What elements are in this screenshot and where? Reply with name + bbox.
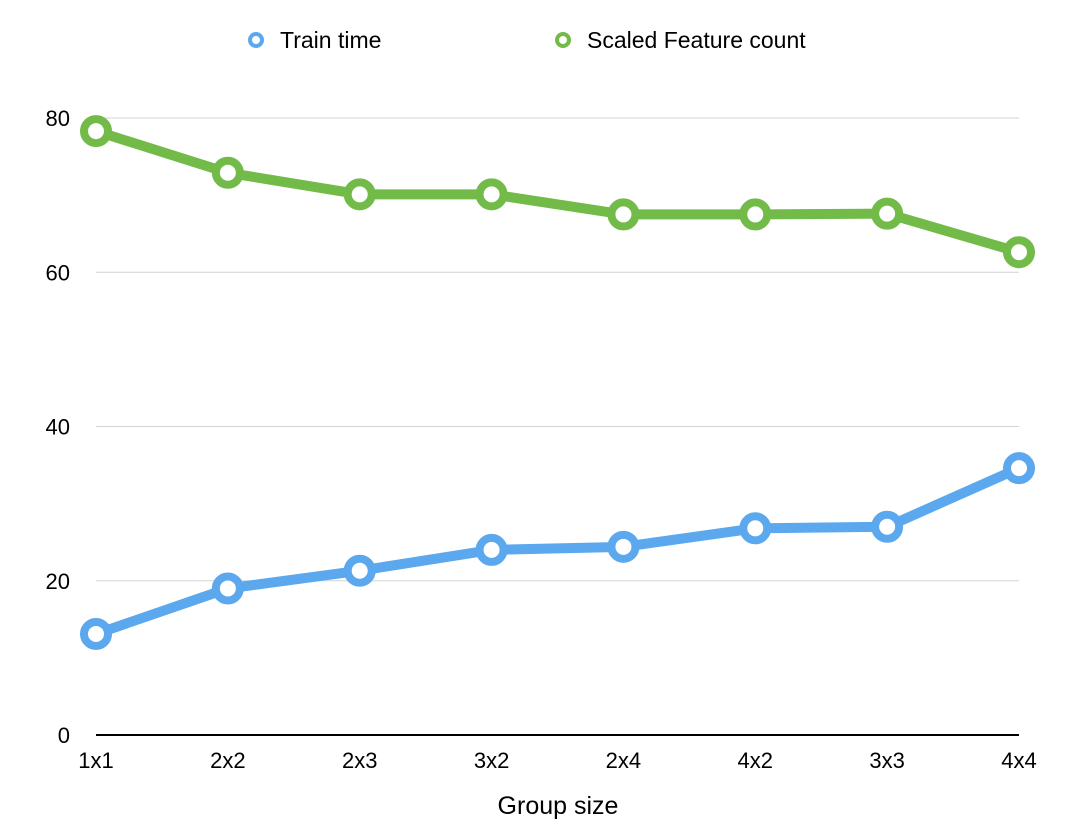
data-point-scaled-feature-count	[211, 156, 244, 189]
legend-marker-train-time	[248, 32, 264, 48]
data-point-scaled-feature-count	[739, 198, 772, 231]
data-point-train-time	[211, 572, 244, 605]
data-point-train-time	[871, 510, 904, 543]
y-tick-label: 40	[46, 415, 70, 440]
legend-item-train-time: Train time	[248, 27, 381, 53]
y-tick-label: 80	[46, 106, 70, 131]
grid	[96, 117, 1019, 582]
data-point-scaled-feature-count	[343, 178, 376, 211]
x-tick-label: 1x1	[78, 748, 113, 773]
x-tick-label: 3x2	[474, 748, 509, 773]
data-point-train-time	[343, 554, 376, 587]
legend-marker-scaled-feature-count	[555, 32, 571, 48]
data-point-train-time	[1003, 452, 1035, 485]
x-axis-title: Group size	[498, 792, 619, 820]
legend: Train time Scaled Feature count	[248, 27, 806, 53]
x-axis: 1x1 2x2 2x3 3x2 2x4 4x2 3x3 4x4	[78, 734, 1037, 773]
data-point-train-time	[739, 512, 772, 545]
x-tick-label: 4x2	[738, 748, 773, 773]
legend-label-train-time: Train time	[280, 27, 381, 53]
data-point-train-time	[607, 530, 640, 563]
data-point-scaled-feature-count	[871, 197, 904, 230]
series-train-time	[80, 452, 1035, 650]
legend-label-scaled-feature-count: Scaled Feature count	[587, 27, 806, 53]
y-axis: 0 20 40 60 80	[46, 106, 70, 748]
y-tick-label: 20	[46, 569, 70, 594]
data-point-scaled-feature-count	[80, 115, 112, 148]
data-point-scaled-feature-count	[475, 178, 508, 211]
y-tick-label: 60	[46, 260, 70, 285]
x-tick-label: 4x4	[1001, 748, 1036, 773]
data-point-train-time	[475, 533, 508, 566]
data-point-train-time	[80, 617, 112, 650]
x-tick-label: 2x3	[342, 748, 377, 773]
x-tick-label: 2x2	[210, 748, 245, 773]
series-line-scaled-feature-count	[91, 126, 1024, 258]
y-tick-label: 0	[58, 723, 70, 748]
series-layer	[80, 115, 1035, 650]
series-line-train-time	[91, 463, 1024, 639]
x-tick-label: 3x3	[869, 748, 904, 773]
legend-item-scaled-feature-count: Scaled Feature count	[555, 27, 806, 53]
data-point-scaled-feature-count	[1003, 236, 1035, 269]
series-scaled-feature-count	[80, 115, 1035, 269]
x-tick-label: 2x4	[606, 748, 641, 773]
data-point-scaled-feature-count	[607, 198, 640, 231]
